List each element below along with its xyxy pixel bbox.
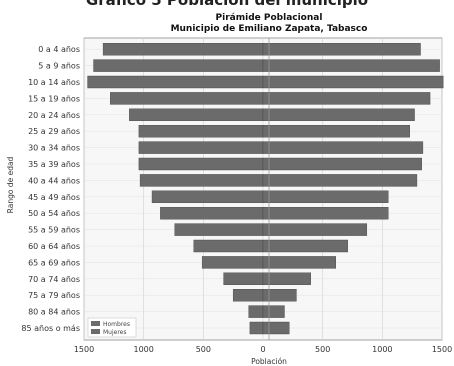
category-label-17: 85 años o más: [21, 324, 80, 333]
legend-label-hombres: Hombres: [103, 321, 130, 328]
bar-mujeres-15: [262, 289, 297, 302]
legend-swatch-mujeres: [91, 329, 100, 334]
bar-hombres-16: [248, 305, 264, 318]
bar-hombres-8: [139, 174, 264, 187]
bar-mujeres-17: [262, 321, 290, 335]
x-tick-label-6: 1500: [432, 345, 452, 354]
bar-mujeres-4: [262, 108, 415, 122]
category-label-0: 0 a 4 años: [38, 45, 80, 54]
x-tick-label-4: 500: [315, 345, 330, 354]
category-label-2: 10 a 14 años: [28, 78, 80, 87]
legend-label-mujeres: Mujeres: [103, 329, 127, 336]
bar-hombres-5: [138, 124, 264, 138]
bars-group: [87, 43, 444, 335]
bar-mujeres-12: [262, 239, 348, 253]
category-label-8: 40 a 44 años: [28, 176, 80, 185]
bar-hombres-17: [249, 321, 264, 335]
bar-mujeres-11: [262, 223, 368, 236]
bar-mujeres-14: [262, 272, 311, 285]
bar-mujeres-9: [262, 190, 389, 204]
bar-mujeres-7: [262, 157, 422, 171]
category-label-10: 50 a 54 años: [28, 209, 80, 218]
category-label-1: 5 a 9 años: [38, 62, 80, 71]
bar-hombres-1: [93, 59, 264, 72]
bar-hombres-12: [193, 239, 264, 253]
category-label-14: 70 a 74 años: [28, 275, 80, 284]
category-label-3: 15 a 19 años: [28, 94, 80, 103]
x-axis-label: Población: [251, 357, 287, 366]
bar-hombres-0: [102, 43, 264, 56]
bar-hombres-7: [138, 157, 264, 171]
bar-mujeres-10: [262, 206, 389, 220]
legend: Hombres Mujeres: [87, 317, 137, 338]
category-label-15: 75 a 79 años: [28, 291, 80, 300]
bar-hombres-4: [129, 108, 264, 122]
category-label-7: 35 a 39 años: [28, 160, 80, 169]
x-tick-label-2: 500: [196, 345, 211, 354]
category-label-4: 20 a 24 años: [28, 111, 80, 120]
category-label-12: 60 a 64 años: [28, 242, 80, 251]
bar-mujeres-0: [262, 43, 421, 56]
category-label-6: 30 a 34 años: [28, 144, 80, 153]
legend-swatch-hombres: [91, 321, 100, 326]
category-label-13: 65 a 69 años: [28, 258, 80, 267]
bar-mujeres-13: [262, 256, 336, 269]
x-tick-label-1: 1000: [133, 345, 153, 354]
bar-mujeres-1: [262, 59, 440, 72]
y-axis-label: Rango de edad: [6, 156, 15, 213]
bar-mujeres-5: [262, 124, 410, 138]
bar-hombres-6: [138, 141, 264, 154]
bar-hombres-9: [151, 190, 264, 204]
bar-hombres-13: [201, 256, 264, 269]
bar-hombres-10: [160, 206, 264, 220]
chart-subtitle: Municipio de Emiliano Zapata, Tabasco: [171, 24, 368, 34]
document-heading: Gráfico 5 Población del municipio: [85, 0, 369, 9]
category-label-5: 25 a 29 años: [28, 127, 80, 136]
category-label-9: 45 a 49 años: [28, 193, 80, 202]
bar-hombres-14: [223, 272, 264, 285]
bar-hombres-2: [87, 75, 264, 89]
bar-mujeres-8: [262, 174, 418, 187]
bar-hombres-3: [110, 92, 264, 105]
bar-mujeres-2: [262, 75, 444, 89]
bar-hombres-11: [174, 223, 264, 236]
x-tick-label-5: 1000: [372, 345, 392, 354]
chart-title: Pirámide Poblacional: [216, 13, 323, 23]
category-label-16: 80 a 84 años: [28, 308, 80, 317]
x-tick-label-0: 1500: [74, 345, 94, 354]
bar-mujeres-6: [262, 141, 424, 154]
category-label-11: 55 a 59 años: [28, 226, 80, 235]
category-labels: 0 a 4 años 5 a 9 años 10 a 14 años 15 a 19 …: [21, 45, 80, 333]
x-tick-labels: 1500 1000 500 0 500 1000 1500: [74, 345, 452, 354]
bar-mujeres-16: [262, 305, 285, 318]
bar-mujeres-3: [262, 92, 431, 105]
bar-hombres-15: [232, 289, 264, 302]
x-tick-label-3: 0: [260, 345, 265, 354]
